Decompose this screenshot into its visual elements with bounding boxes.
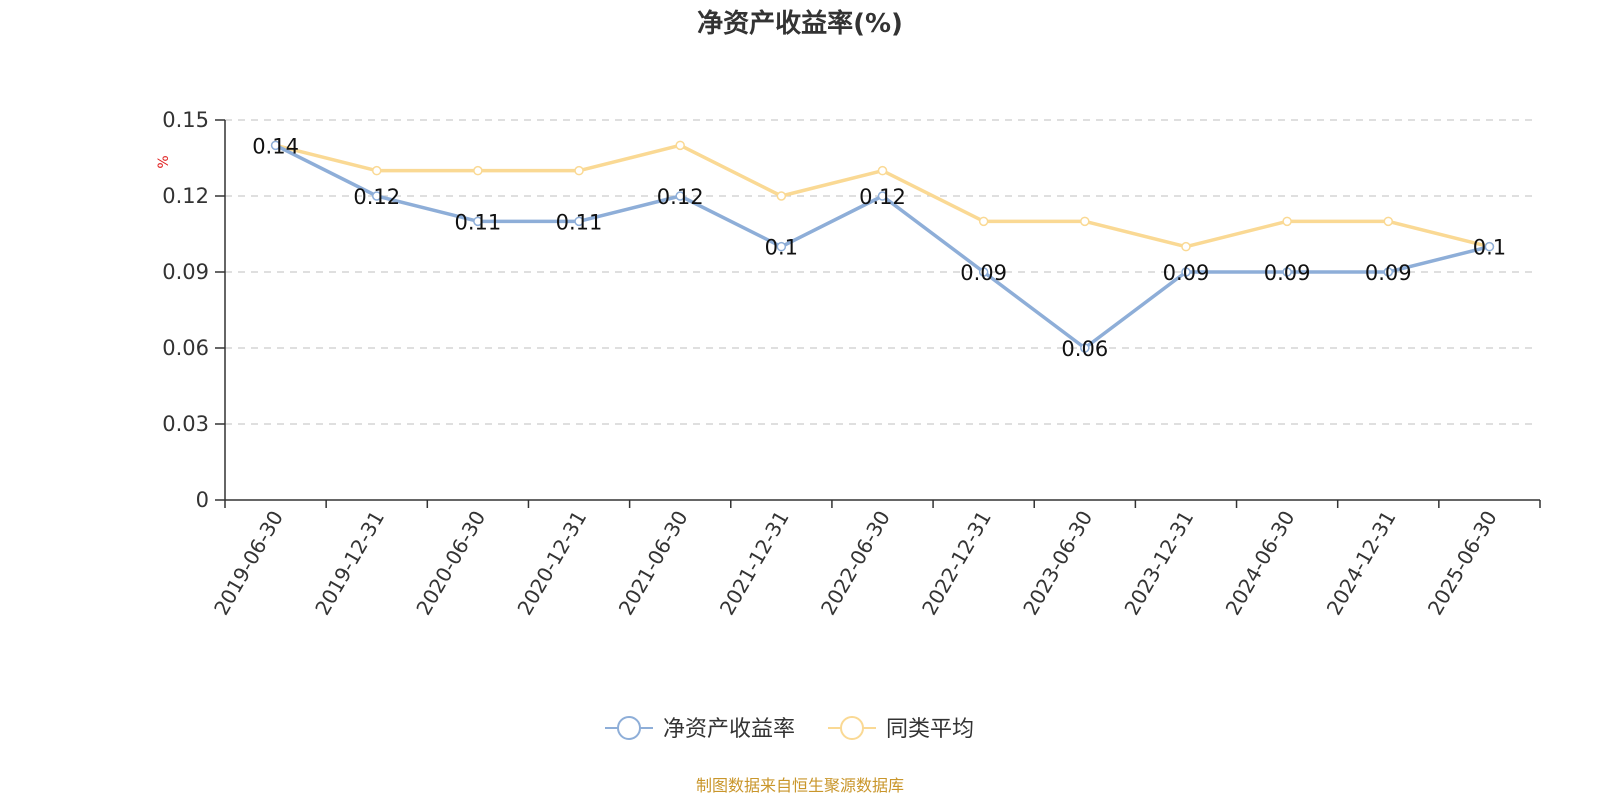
x-tick-label: 2021-12-31: [715, 507, 794, 620]
x-tick-label: 2024-06-30: [1221, 507, 1300, 620]
data-point: [1282, 267, 1292, 277]
data-point: [473, 216, 483, 227]
data-point: [978, 267, 989, 277]
x-tick-label: 2024-12-31: [1322, 507, 1401, 620]
data-label: 0.1: [1473, 236, 1506, 260]
y-axis-unit: %: [156, 155, 172, 168]
data-label: 0.11: [556, 210, 603, 234]
data-label: 0.14: [252, 134, 299, 158]
data-point: [877, 165, 888, 176]
data-label: 0.06: [1061, 337, 1108, 361]
data-label: 0.09: [1163, 261, 1210, 285]
y-axis-ticks: 0 0.03 0.06 0.09 0.12 0.15: [162, 108, 225, 512]
x-tick-label: 2020-06-30: [411, 507, 490, 620]
x-tick-label: 2020-12-31: [512, 507, 591, 620]
series-line: [274, 143, 1490, 350]
data-label: 0.09: [1365, 261, 1412, 285]
data-point: [1484, 241, 1495, 252]
data-point: [776, 241, 787, 252]
data-point: [978, 216, 989, 227]
data-point: [675, 191, 685, 201]
data-point: [1383, 267, 1394, 277]
data-point: [371, 191, 382, 201]
y-tick-label: 0.15: [162, 108, 209, 132]
legend-label: 净资产收益率: [663, 717, 795, 742]
x-tick-label: 2022-06-30: [816, 507, 895, 620]
data-label: 0.09: [960, 261, 1007, 285]
data-point: [1383, 216, 1394, 227]
data-source-note: 制图数据来自恒生聚源数据库: [696, 776, 904, 795]
y-tick-label: 0.12: [162, 184, 209, 208]
x-tick-label: 2021-06-30: [614, 507, 693, 620]
axes: [224, 120, 1540, 501]
legend-item[interactable]: 同类平均: [828, 716, 974, 742]
x-tick-label: 2025-06-30: [1423, 507, 1502, 620]
data-label: 0.1: [765, 236, 798, 260]
data-label: 0.12: [859, 185, 906, 209]
data-point: [1181, 241, 1191, 252]
data-point: [1080, 216, 1090, 227]
data-point: [1282, 216, 1292, 227]
legend-label: 同类平均: [886, 717, 974, 742]
legend-marker: [840, 716, 864, 740]
data-point: [371, 165, 382, 176]
x-tick-label: 2023-12-31: [1119, 507, 1198, 620]
data-point: [574, 165, 584, 176]
data-labels: 0.14 0.12 0.11 0.11 0.12 0.1 0.12 0.09 0.06 0.09 0…: [252, 134, 1506, 361]
x-axis-ticks: 2019-06-30 2019-12-31 2020-06-30 2020-12-31…: [209, 500, 1541, 620]
data-point: [877, 191, 888, 201]
data-point: [1080, 343, 1090, 353]
data-point: [675, 140, 685, 151]
data-label: 0.12: [353, 185, 400, 209]
y-tick-label: 0.09: [162, 260, 209, 284]
series-lines: [270, 140, 1495, 353]
data-point: [776, 191, 787, 201]
y-tick-label: 0: [196, 488, 209, 512]
data-point: [270, 140, 281, 151]
legend-marker: [617, 716, 641, 740]
data-label: 0.09: [1264, 261, 1311, 285]
x-tick-label: 2022-12-31: [917, 506, 996, 619]
x-tick-label: 2019-06-30: [209, 507, 288, 620]
legend[interactable]: 净资产收益率 同类平均: [605, 716, 974, 742]
data-label: 0.12: [657, 185, 704, 209]
data-point: [473, 165, 483, 176]
x-tick-label: 2023-06-30: [1018, 507, 1097, 620]
y-tick-label: 0.03: [162, 412, 209, 436]
data-point: [1181, 267, 1191, 277]
legend-item[interactable]: 净资产收益率: [605, 716, 795, 742]
chart-title: 净资产收益率(%): [697, 8, 903, 39]
data-label: 0.11: [455, 210, 502, 234]
x-tick-label: 2019-12-31: [310, 507, 389, 620]
data-point: [574, 216, 584, 227]
y-tick-label: 0.06: [162, 336, 209, 360]
